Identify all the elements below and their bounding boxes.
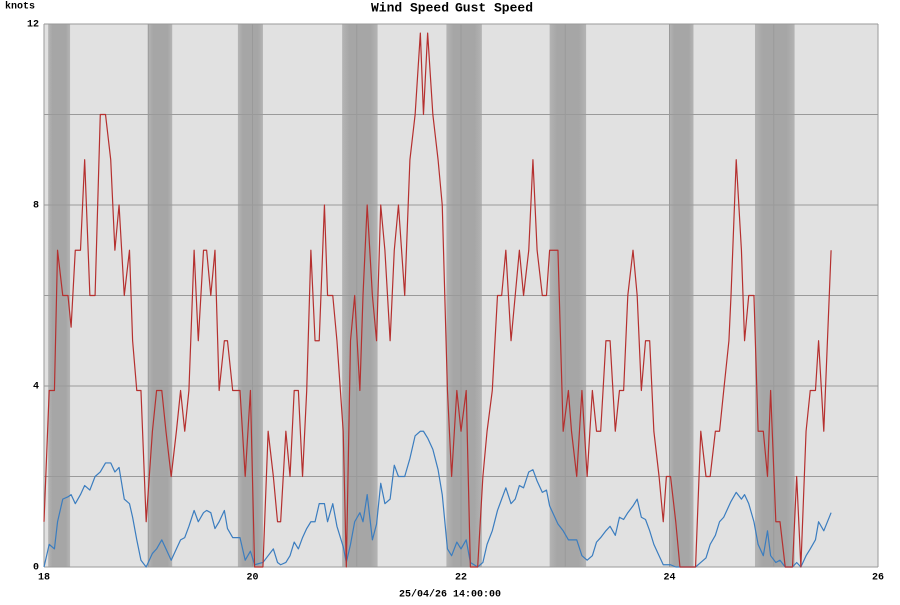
y-axis-label: knots (5, 1, 35, 13)
x-tick-label: 26 (872, 573, 884, 584)
x-axis-label: 25/04/26 14:00:00 (399, 589, 501, 600)
x-tick-label: 24 (663, 573, 675, 584)
legend-entry: Wind Speed (371, 0, 449, 15)
y-tick-label: 12 (27, 20, 39, 31)
x-tick-label: 20 (246, 573, 258, 584)
series-line (43, 32, 832, 568)
x-tick-label: 22 (455, 573, 467, 584)
y-tick-label: 8 (33, 201, 39, 212)
x-tick-label: 18 (38, 573, 50, 584)
y-tick-label: 4 (33, 382, 39, 393)
series-line (43, 430, 832, 568)
legend-entry: Gust Speed (455, 0, 533, 15)
y-tick-label: 0 (33, 563, 39, 574)
